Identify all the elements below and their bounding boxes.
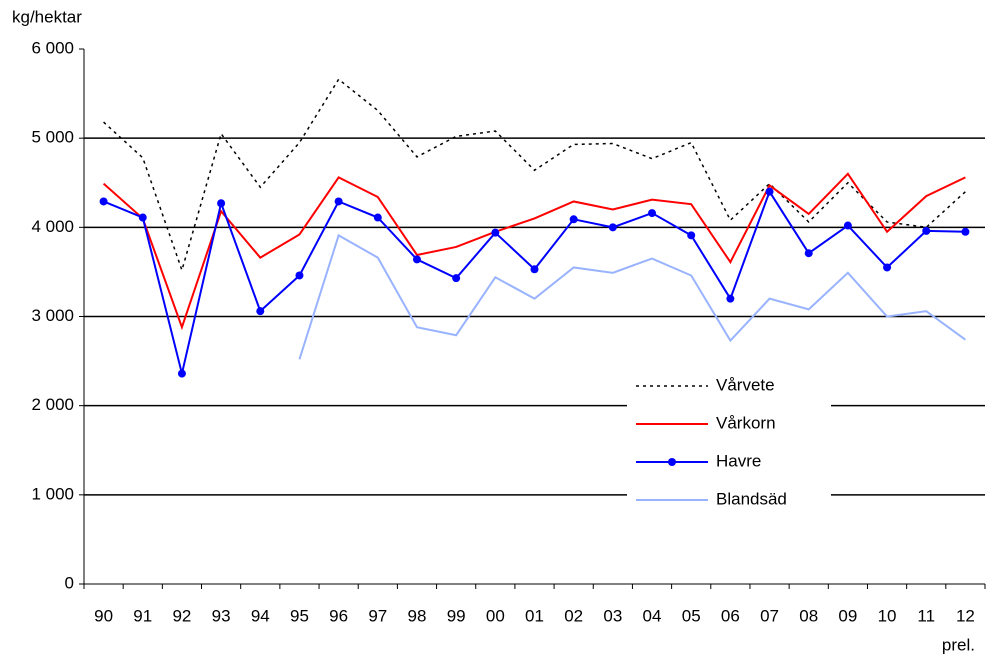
series-marker xyxy=(412,255,421,264)
x-tick-label: 91 xyxy=(133,606,152,625)
series-line xyxy=(103,78,966,273)
series-marker xyxy=(648,209,657,218)
series-marker xyxy=(138,213,147,222)
x-tick-label: 09 xyxy=(838,606,857,625)
series-marker xyxy=(491,228,500,237)
x-tick-label: 96 xyxy=(329,606,348,625)
series-marker xyxy=(922,226,931,235)
legend-marker xyxy=(668,458,676,466)
y-tick-label: 4 000 xyxy=(31,217,74,236)
x-tick-label: 08 xyxy=(799,606,818,625)
y-tick-label: 2 000 xyxy=(31,395,74,414)
series-marker xyxy=(765,187,774,196)
series-marker xyxy=(334,197,343,206)
series-marker xyxy=(608,223,617,232)
y-tick-label: 5 000 xyxy=(31,128,74,147)
x-tick-label: 93 xyxy=(212,606,231,625)
x-note: prel. xyxy=(942,635,975,654)
legend-label: Vårvete xyxy=(716,375,775,394)
series-marker xyxy=(217,199,226,208)
x-tick-label: 11 xyxy=(917,606,935,625)
series-line xyxy=(298,233,967,360)
series-marker xyxy=(961,227,970,236)
series-marker xyxy=(256,307,265,316)
x-tick-label: 92 xyxy=(172,606,191,625)
x-tick-label: 07 xyxy=(760,606,779,625)
x-tick-label: 90 xyxy=(94,606,113,625)
y-tick-label: 6 000 xyxy=(31,38,74,57)
y-tick-label: 1 000 xyxy=(31,484,74,503)
series-marker xyxy=(99,197,108,206)
x-tick-label: 04 xyxy=(643,606,662,625)
x-tick-label: 10 xyxy=(878,606,897,625)
series-marker xyxy=(530,265,539,274)
x-tick-label: 05 xyxy=(682,606,701,625)
y-axis-label: kg/hektar xyxy=(12,7,82,26)
series-line xyxy=(102,172,966,331)
series-marker xyxy=(177,369,186,378)
series-marker xyxy=(569,215,578,224)
series-marker xyxy=(883,263,892,272)
x-tick-label: 01 xyxy=(525,606,544,625)
x-tick-label: 94 xyxy=(251,606,270,625)
legend-label: Blandsäd xyxy=(716,489,787,508)
series-marker xyxy=(373,213,382,222)
x-tick-label: 95 xyxy=(290,606,309,625)
x-tick-label: 97 xyxy=(368,606,387,625)
x-tick-label: 98 xyxy=(408,606,427,625)
legend-label: Havre xyxy=(716,451,761,470)
series-marker xyxy=(452,274,461,283)
series-marker xyxy=(687,231,696,240)
x-tick-label: 06 xyxy=(721,606,740,625)
y-tick-label: 3 000 xyxy=(31,306,74,325)
series-marker xyxy=(804,249,813,258)
y-tick-label: 0 xyxy=(65,573,74,592)
x-tick-label: 12 xyxy=(956,606,975,625)
x-tick-label: 00 xyxy=(486,606,505,625)
series-marker xyxy=(295,271,304,280)
x-tick-label: 02 xyxy=(564,606,583,625)
x-tick-label: 03 xyxy=(603,606,622,625)
legend-label: Vårkorn xyxy=(716,413,776,432)
series-marker xyxy=(726,294,735,303)
x-tick-label: 99 xyxy=(447,606,466,625)
series-marker xyxy=(843,221,852,230)
